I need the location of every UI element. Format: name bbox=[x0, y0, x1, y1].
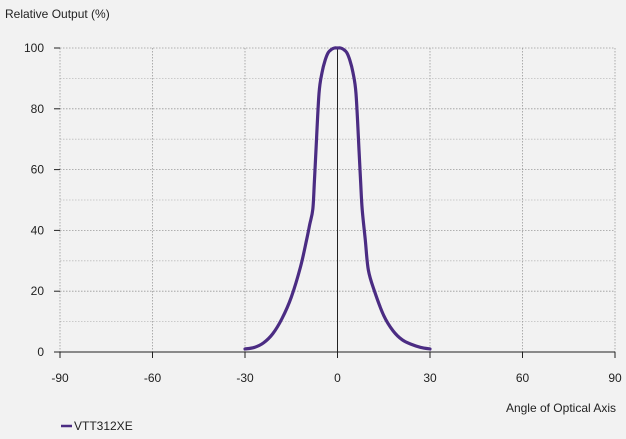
x-tick-label: 90 bbox=[608, 371, 622, 385]
x-tick-label: 30 bbox=[423, 371, 437, 385]
x-tick-label: -60 bbox=[144, 371, 162, 385]
x-tick-label: -30 bbox=[236, 371, 254, 385]
y-tick-label: 80 bbox=[31, 102, 45, 116]
x-tick-label: 0 bbox=[334, 371, 341, 385]
y-tick-label: 60 bbox=[31, 163, 45, 177]
y-tick-label: 40 bbox=[31, 223, 45, 237]
legend: VTT312XE bbox=[61, 419, 133, 433]
ticks: 0 20 40 60 80 100 -90 -60 -30 0 30 60 90 bbox=[24, 41, 622, 385]
x-tick-label: -90 bbox=[51, 371, 69, 385]
y-tick-label: 0 bbox=[37, 345, 44, 359]
series-line-vtt312xe bbox=[243, 46, 432, 351]
legend-label: VTT312XE bbox=[74, 419, 133, 433]
x-tick-label: 60 bbox=[516, 371, 530, 385]
series bbox=[243, 46, 432, 351]
y-tick-label: 100 bbox=[24, 41, 44, 55]
y-axis-label: Relative Output (%) bbox=[5, 7, 110, 21]
x-axis-label: Angle of Optical Axis bbox=[506, 401, 616, 415]
y-tick-label: 20 bbox=[31, 284, 45, 298]
